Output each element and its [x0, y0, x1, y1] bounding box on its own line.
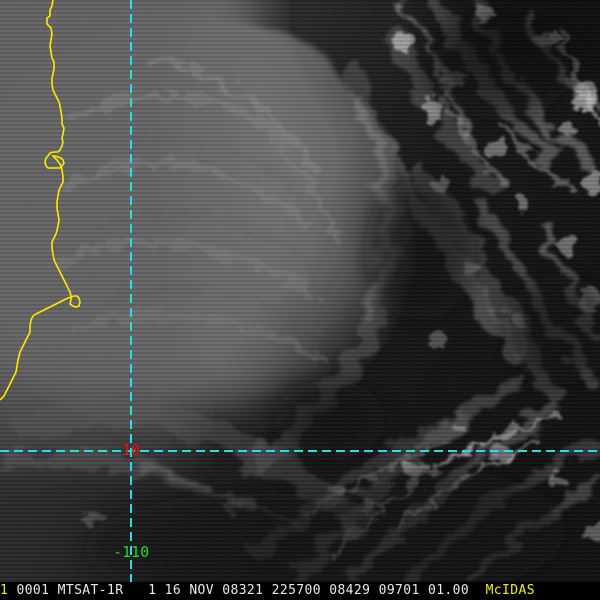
status-space-11: [469, 583, 485, 598]
status-resolution: 01.00: [427, 583, 470, 598]
status-space-6: [214, 583, 222, 598]
status-day: 16: [164, 583, 182, 598]
status-space-4: [156, 583, 164, 598]
status-satellite: MTSAT-1R: [57, 583, 124, 598]
status-element: 09701: [378, 583, 420, 598]
status-brand-label: McIDAS: [485, 583, 535, 598]
status-space-9: [370, 583, 378, 598]
coastline-path: [0, 0, 81, 401]
status-space-10: [420, 583, 428, 598]
status-space-3: [123, 583, 148, 598]
status-space-8: [321, 583, 329, 598]
status-space-2: [49, 583, 57, 598]
status-julian-date: 08321: [222, 583, 264, 598]
status-month: NOV: [189, 583, 214, 598]
coastline-overlay: [0, 0, 81, 401]
status-time-utc: 225700: [271, 583, 321, 598]
satellite-image-canvas[interactable]: [0, 0, 600, 582]
status-line: 08429: [329, 583, 371, 598]
satellite-raster: [0, 0, 600, 582]
status-band: 1: [148, 583, 157, 598]
status-space-7: [263, 583, 271, 598]
status-frame-number: 1: [0, 583, 9, 598]
status-bar: 1 0001 MTSAT-1R 1 16 NOV 08321 225700 08…: [0, 582, 600, 600]
status-image-id: 0001: [16, 583, 50, 598]
